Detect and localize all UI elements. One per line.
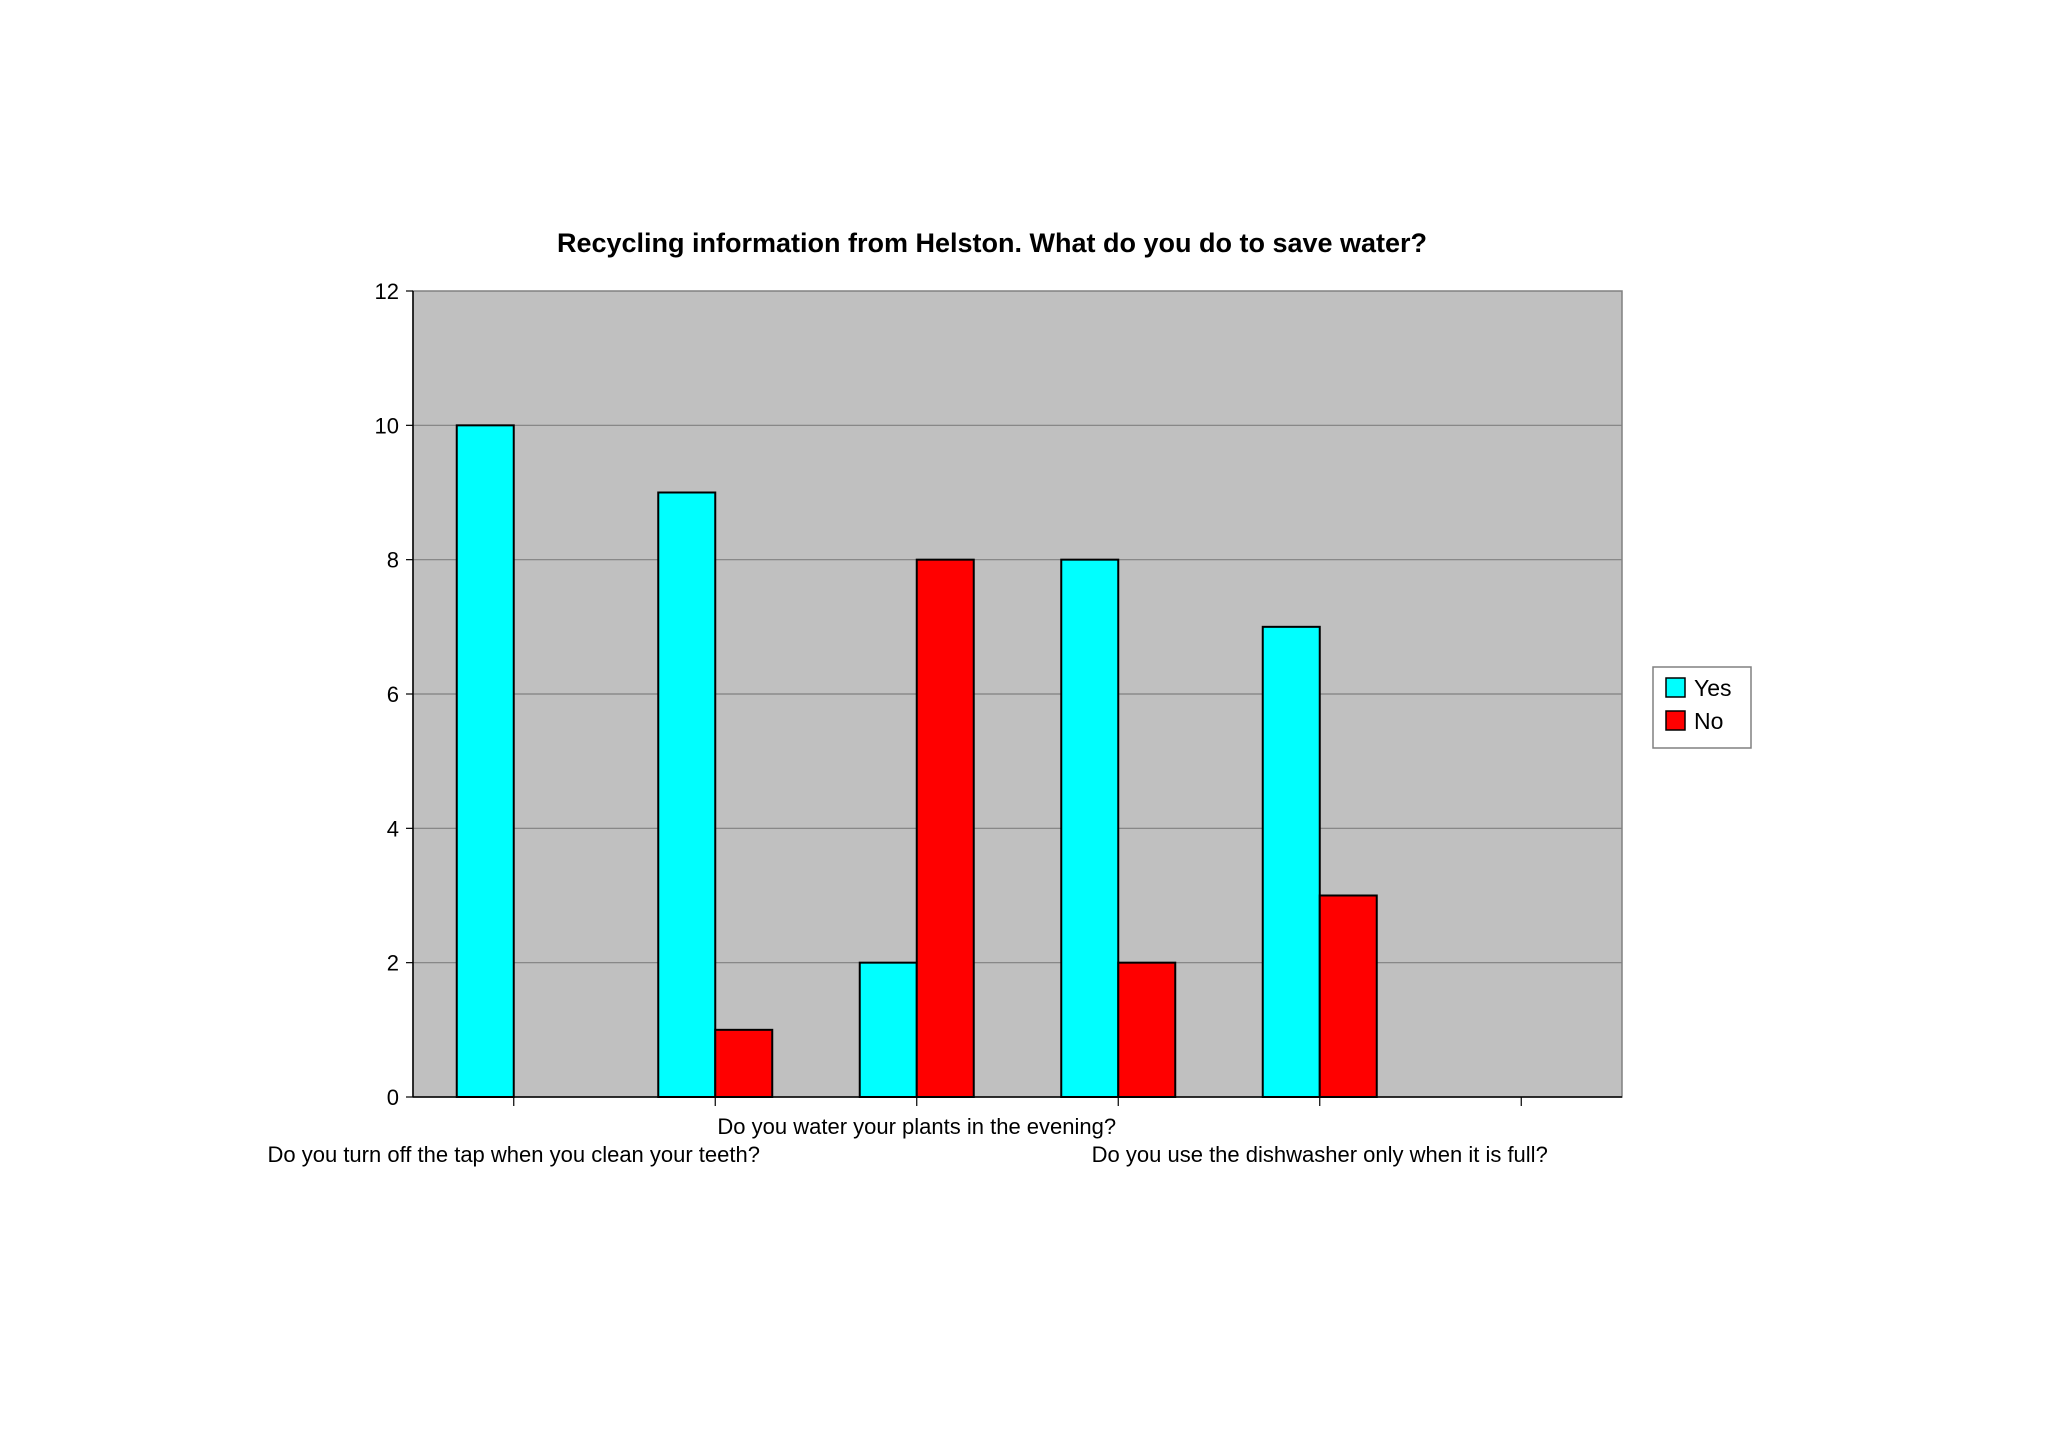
y-tick-label: 2 — [387, 951, 399, 976]
bar-no-2 — [915, 558, 975, 1098]
y-tick-label: 4 — [387, 816, 399, 841]
bar-yes-4 — [1261, 625, 1321, 1098]
y-tick-label: 12 — [375, 279, 399, 304]
chart-title: Recycling information from Helston. What… — [557, 228, 1427, 258]
legend: Yes No — [1652, 666, 1752, 749]
x-axis-labels: Do you turn off the tap when you clean y… — [268, 1114, 1548, 1167]
bar-no-1 — [714, 1028, 774, 1099]
x-category-label: Do you turn off the tap when you clean y… — [268, 1142, 760, 1167]
y-axis-ticks: 0 2 4 6 8 10 12 — [375, 279, 413, 1110]
gridlines — [413, 424, 1622, 964]
bar-yes-2 — [858, 961, 918, 1099]
x-category-label: Do you water your plants in the evening? — [717, 1114, 1116, 1139]
y-tick-label: 6 — [387, 682, 399, 707]
legend-swatch-yes — [1665, 677, 1686, 698]
bars — [455, 424, 1378, 1099]
bar-yes-0 — [455, 424, 515, 1099]
y-tick-label: 8 — [387, 548, 399, 573]
y-tick-label: 10 — [375, 413, 399, 438]
bar-yes-1 — [657, 491, 717, 1098]
bar-yes-3 — [1060, 558, 1120, 1098]
legend-label-no: No — [1694, 708, 1723, 734]
x-category-label: Do you use the dishwasher only when it i… — [1092, 1142, 1548, 1167]
bar-no-3 — [1117, 961, 1177, 1099]
legend-label-yes: Yes — [1694, 675, 1732, 701]
legend-swatch-no — [1665, 710, 1686, 731]
y-tick-label: 0 — [387, 1085, 399, 1110]
bar-no-4 — [1318, 894, 1378, 1098]
